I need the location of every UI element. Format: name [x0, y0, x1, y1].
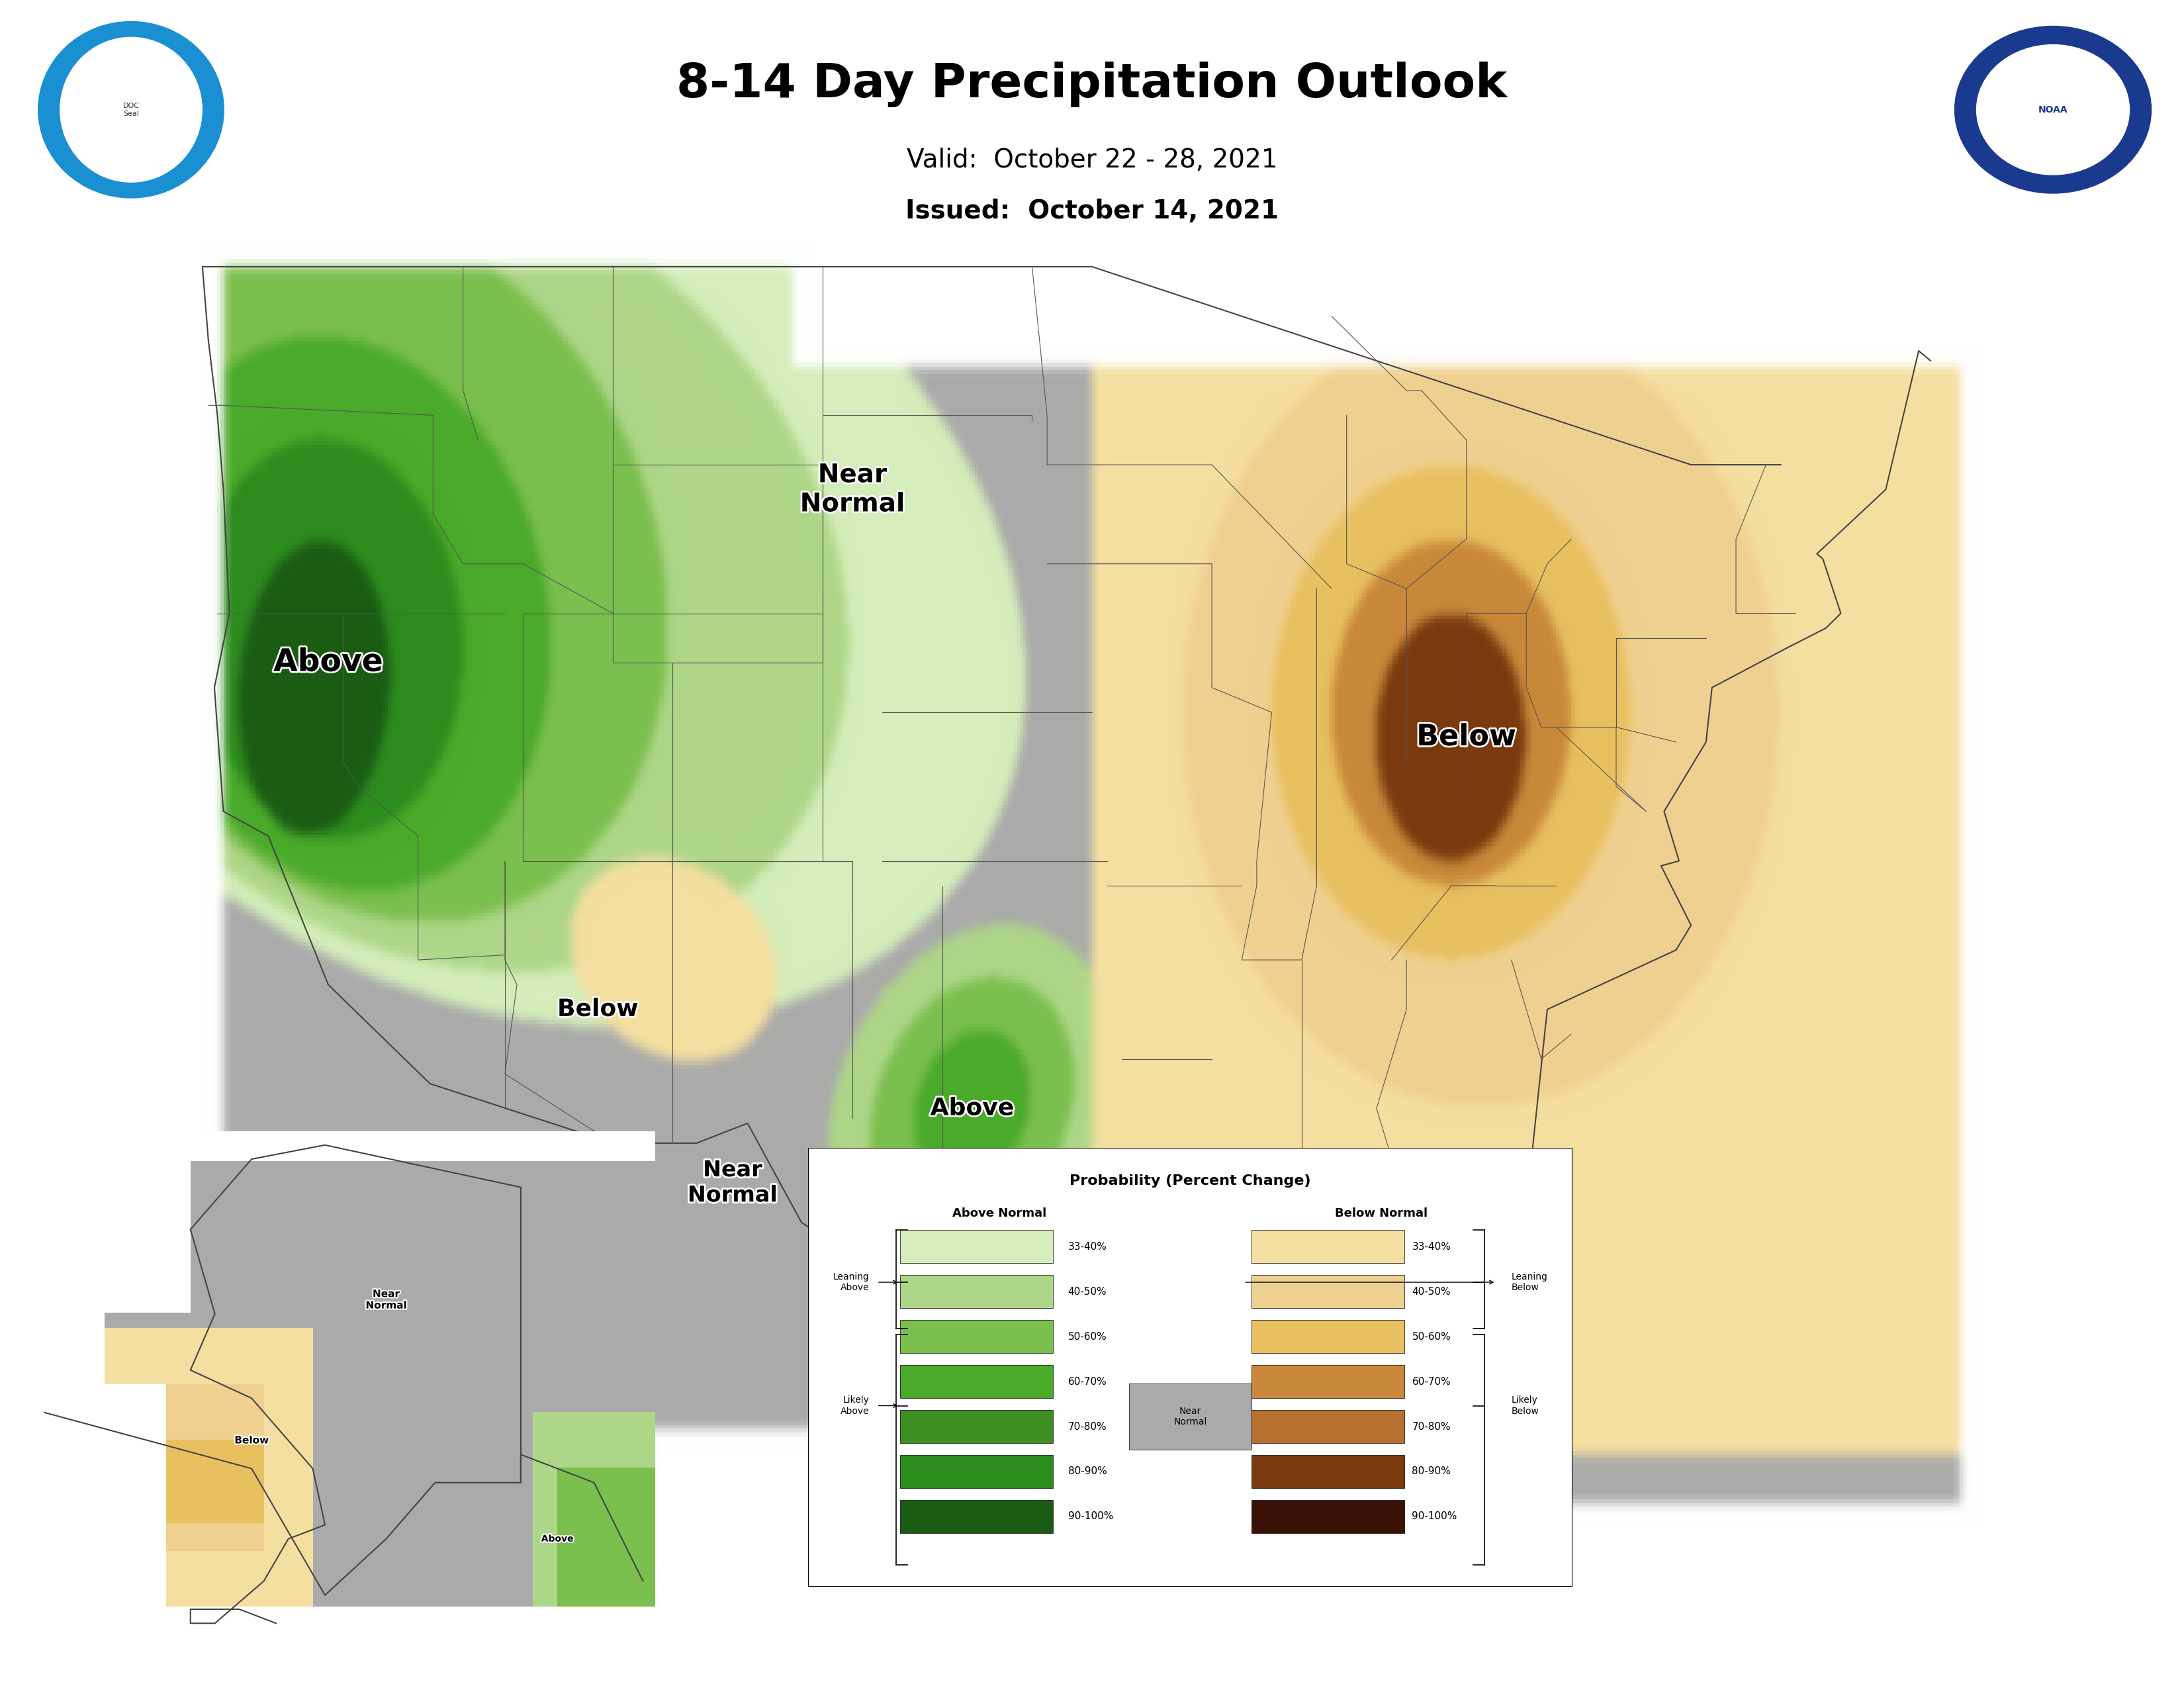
Bar — [1251, 1274, 1404, 1308]
Text: 50-60%: 50-60% — [1068, 1332, 1107, 1342]
Text: Likely
Below: Likely Below — [1511, 1396, 1540, 1416]
Circle shape — [1977, 44, 2129, 176]
Text: Near
Normal: Near Normal — [688, 1160, 778, 1207]
Text: DOC
Seal: DOC Seal — [122, 103, 140, 116]
Text: Below: Below — [557, 998, 638, 1021]
Bar — [900, 1320, 1053, 1354]
Text: Below: Below — [1417, 722, 1516, 751]
Text: Probability (Percent Change): Probability (Percent Change) — [1070, 1175, 1310, 1187]
Bar — [900, 1366, 1053, 1398]
Bar — [900, 1455, 1053, 1489]
Text: 8-14 Day Precipitation Outlook: 8-14 Day Precipitation Outlook — [677, 61, 1507, 108]
FancyBboxPatch shape — [808, 1148, 1572, 1587]
Bar — [1251, 1366, 1404, 1398]
Text: 33-40%: 33-40% — [1068, 1242, 1107, 1251]
Text: 90-100%: 90-100% — [1068, 1511, 1114, 1521]
Text: NOAA: NOAA — [2038, 105, 2068, 115]
Text: Near
Normal: Near Normal — [1173, 1406, 1208, 1426]
Bar — [900, 1409, 1053, 1443]
Ellipse shape — [61, 37, 201, 182]
Text: 70-80%: 70-80% — [1068, 1421, 1107, 1431]
Text: 80-90%: 80-90% — [1068, 1467, 1107, 1477]
Circle shape — [1955, 27, 2151, 194]
Text: Valid:  October 22 - 28, 2021: Valid: October 22 - 28, 2021 — [906, 149, 1278, 172]
Text: Near
Normal: Near Normal — [365, 1290, 406, 1310]
Text: Leaning
Below: Leaning Below — [1511, 1273, 1548, 1293]
Bar — [900, 1501, 1053, 1533]
Text: 60-70%: 60-70% — [1068, 1377, 1107, 1386]
Text: 40-50%: 40-50% — [1411, 1286, 1450, 1296]
Bar — [1251, 1455, 1404, 1489]
Bar — [1251, 1409, 1404, 1443]
Text: Above: Above — [273, 648, 382, 677]
Text: 33-40%: 33-40% — [1411, 1242, 1450, 1251]
Text: Likely
Above: Likely Above — [841, 1396, 869, 1416]
Text: 70-80%: 70-80% — [1411, 1421, 1450, 1431]
Text: Above: Above — [542, 1534, 574, 1543]
Text: Above: Above — [930, 1097, 1013, 1119]
Bar — [1129, 1384, 1251, 1450]
Text: Leaning
Above: Leaning Above — [832, 1273, 869, 1293]
Text: 80-90%: 80-90% — [1411, 1467, 1450, 1477]
Text: Above: Above — [1468, 1384, 1544, 1406]
Bar — [1251, 1501, 1404, 1533]
Text: Near
Normal: Near Normal — [799, 463, 904, 517]
Text: Below Normal: Below Normal — [1334, 1207, 1428, 1220]
Text: 90-100%: 90-100% — [1411, 1511, 1457, 1521]
Text: 50-60%: 50-60% — [1411, 1332, 1450, 1342]
Text: Issued:  October 14, 2021: Issued: October 14, 2021 — [906, 199, 1278, 223]
Bar — [1251, 1231, 1404, 1263]
Text: Below: Below — [234, 1435, 269, 1445]
Text: Above Normal: Above Normal — [952, 1207, 1046, 1220]
Bar — [900, 1274, 1053, 1308]
Bar — [1251, 1320, 1404, 1354]
Ellipse shape — [39, 22, 223, 197]
Text: 40-50%: 40-50% — [1068, 1286, 1107, 1296]
Bar — [900, 1231, 1053, 1263]
Text: 60-70%: 60-70% — [1411, 1377, 1450, 1386]
